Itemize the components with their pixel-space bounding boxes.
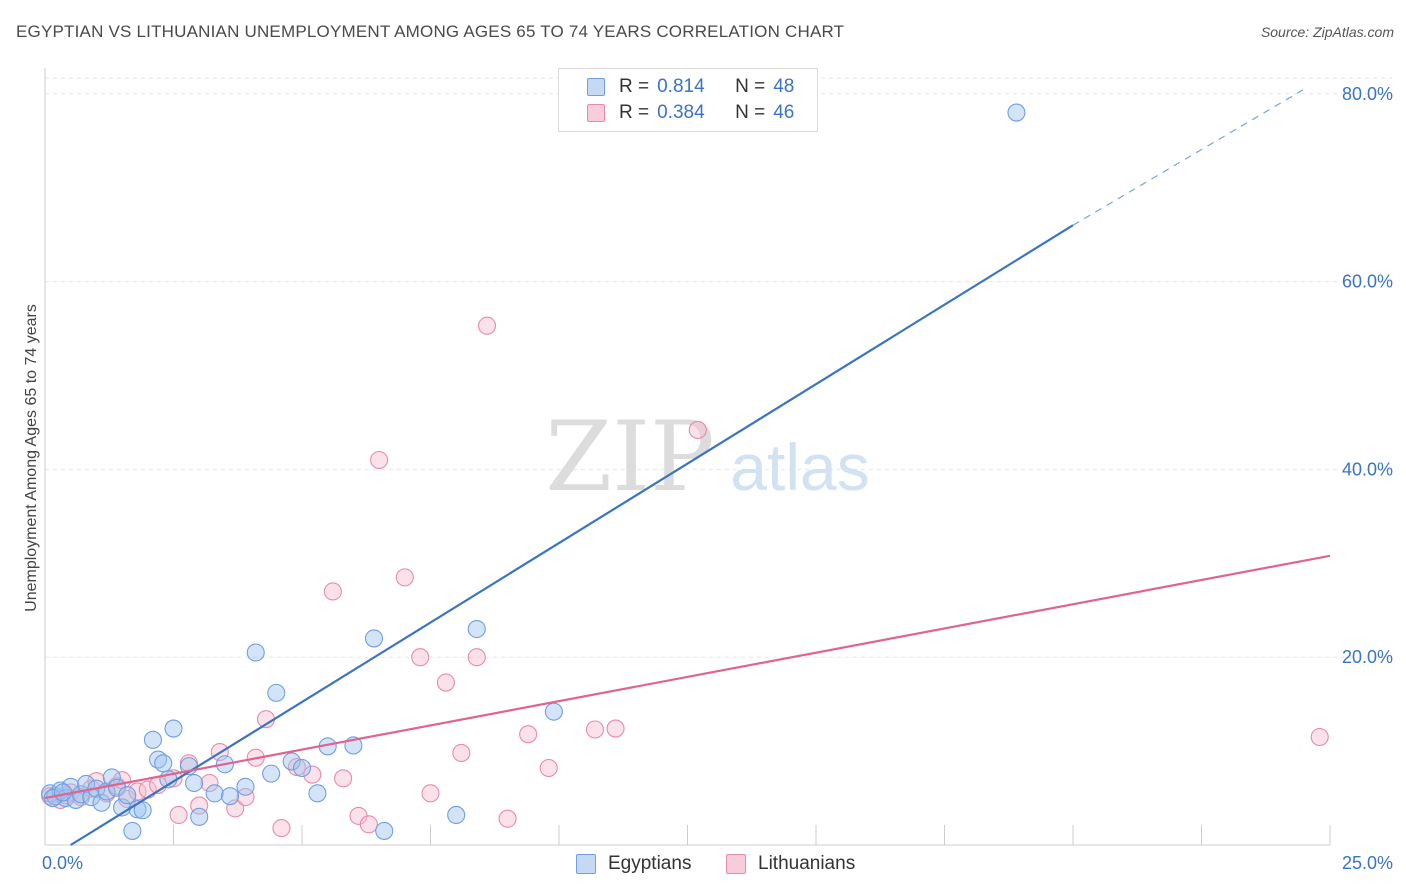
tick-labels: 20.0% 40.0% 60.0% 80.0% 0.0% 25.0%: [42, 84, 1393, 873]
egyptian-point: [236, 777, 255, 796]
egyptian-point: [185, 773, 204, 793]
lithuanian-point: [359, 815, 378, 834]
egyptian-point: [190, 807, 209, 826]
egyptian-point: [53, 783, 73, 802]
bottom-legend-lithuanians: Lithuanians: [726, 852, 855, 876]
lithuanian-point: [272, 819, 291, 838]
lithuanian-point: [411, 648, 430, 667]
grid-lines: [45, 77, 1392, 658]
legend-n-value: 46: [773, 102, 795, 123]
bottom-swatch-egyptians: [576, 854, 596, 874]
egyptians-trend-extension: [1072, 88, 1305, 226]
lithuanian-point: [477, 316, 497, 335]
trend-lines: [44, 88, 1331, 846]
egyptian-point: [118, 786, 137, 805]
bottom-legend-label: Egyptians: [608, 853, 692, 874]
watermark-atlas: atlas: [730, 430, 869, 504]
lithuanian-point: [395, 568, 414, 587]
lithuanian-point: [1310, 727, 1329, 747]
egyptian-point: [43, 788, 62, 808]
x-tick-label: 25.0%: [1342, 853, 1393, 873]
watermark-zip: ZIP: [545, 401, 714, 513]
legend-r-label: R =: [619, 102, 650, 123]
lithuanians-trend-line: [44, 554, 1331, 800]
lithuanian-point: [467, 648, 486, 667]
egyptian-point: [308, 784, 327, 803]
y-tick-label: 60.0%: [1342, 272, 1393, 292]
egyptian-point: [375, 821, 394, 840]
lithuanian-point: [498, 809, 517, 828]
egyptian-point: [205, 784, 224, 803]
y-tick-label: 20.0%: [1342, 647, 1393, 667]
chart-title: EGYPTIAN VS LITHUANIAN UNEMPLOYMENT AMON…: [16, 22, 845, 41]
egyptian-point: [154, 754, 173, 773]
egyptian-point: [92, 793, 111, 812]
egyptian-point: [262, 764, 281, 783]
source-credit: Source: ZipAtlas.com: [1260, 24, 1394, 40]
legend-row-lithuanians: R = 0.384 N = 46: [587, 101, 794, 125]
legend-r-value: 0.814: [657, 76, 705, 97]
lithuanian-point: [169, 805, 188, 825]
egyptian-point: [246, 643, 265, 662]
egyptian-point: [292, 758, 312, 778]
lithuanian-point: [585, 720, 605, 739]
lithuanian-point: [200, 773, 219, 793]
egyptian-point: [267, 683, 286, 702]
egyptian-point: [220, 787, 240, 806]
bottom-legend-label: Lithuanians: [758, 853, 856, 874]
bottom-swatch-lithuanians: [726, 854, 746, 874]
legend-row-egyptians: R = 0.814 N = 48: [587, 75, 794, 99]
egyptian-point: [143, 730, 162, 749]
y-axis-label: Unemployment Among Ages 65 to 74 years: [23, 304, 40, 612]
lithuanian-point: [519, 725, 538, 744]
lithuanian-point: [370, 450, 389, 470]
lithuanians-points: [41, 316, 1329, 838]
egyptians-trend-line: [70, 224, 1074, 846]
x-tick-label: 0.0%: [42, 853, 83, 873]
lithuanian-point: [287, 758, 306, 777]
bottom-legend-egyptians: Egyptians: [576, 852, 691, 876]
egyptian-point: [364, 629, 384, 648]
egyptian-point: [447, 805, 466, 825]
lithuanian-point: [334, 769, 353, 788]
egyptian-point: [282, 752, 301, 771]
legend-r-label: R =: [619, 76, 650, 97]
y-tick-label: 40.0%: [1342, 459, 1393, 479]
lithuanian-point: [236, 788, 255, 807]
legend-n-label: N =: [735, 102, 766, 123]
egyptian-point: [164, 719, 183, 738]
egyptian-point: [544, 702, 563, 721]
legend-n-value: 48: [773, 76, 795, 97]
egyptian-point: [467, 619, 486, 639]
lithuanian-point: [688, 420, 707, 440]
y-tick-label: 80.0%: [1342, 84, 1393, 104]
legend-swatch-lithuanians: [587, 104, 605, 122]
legend-swatch-egyptians: [587, 78, 605, 96]
legend-n-label: N =: [735, 76, 766, 97]
egyptian-point: [123, 821, 142, 840]
legend: R = 0.814 N = 48 R = 0.384 N = 46: [558, 68, 818, 132]
lithuanian-point: [303, 765, 322, 784]
axes: [44, 68, 1331, 846]
lithuanian-point: [606, 719, 625, 738]
lithuanian-point: [436, 673, 455, 692]
lithuanian-point: [323, 582, 342, 601]
egyptian-point: [1007, 103, 1026, 122]
lithuanian-point: [452, 743, 471, 763]
lithuanian-point: [421, 784, 440, 803]
lithuanian-point: [539, 758, 558, 778]
legend-r-value: 0.384: [657, 102, 705, 123]
